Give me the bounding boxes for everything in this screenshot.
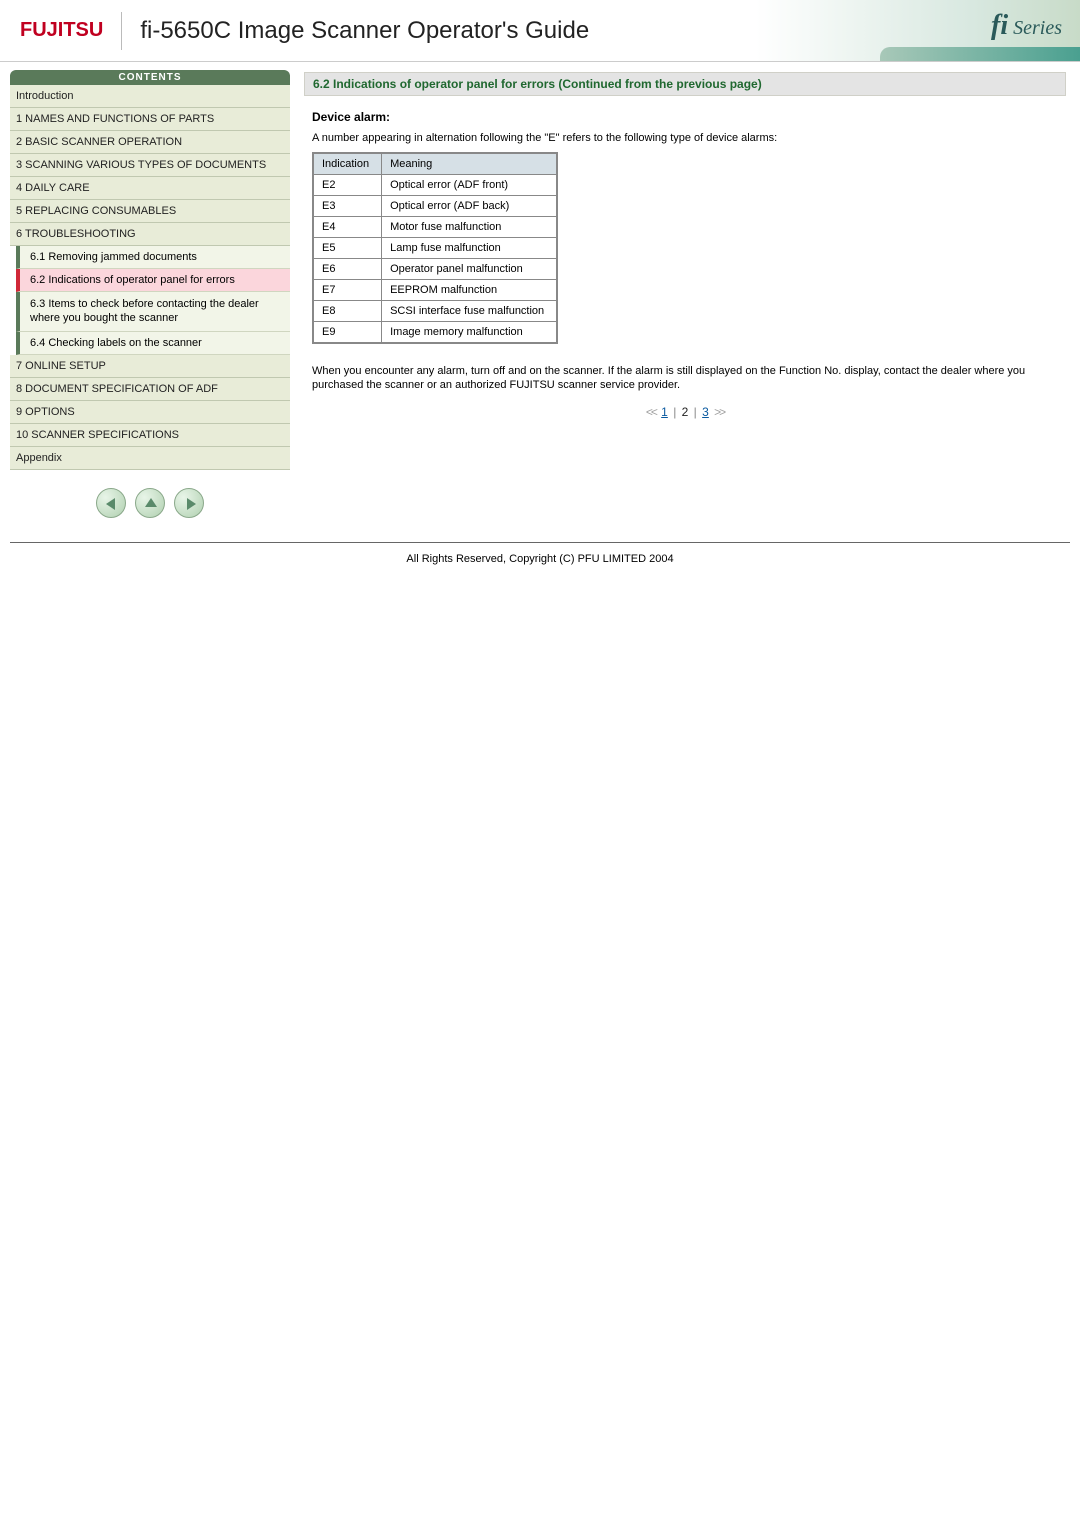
- table-row: E7EEPROM malfunction: [313, 280, 557, 301]
- toc-item-introduction[interactable]: Introduction: [10, 85, 290, 108]
- table-row: E9Image memory malfunction: [313, 322, 557, 344]
- pager-next-icon[interactable]: >>: [714, 405, 724, 419]
- toc-sub-6-3[interactable]: 6.3 Items to check before contacting the…: [16, 292, 290, 332]
- table-row: E5Lamp fuse malfunction: [313, 238, 557, 259]
- nav-next-button[interactable]: [174, 488, 204, 518]
- nav-prev-button[interactable]: [96, 488, 126, 518]
- fi-series-logo: fi Series: [991, 10, 1062, 42]
- toc-sub-6-1[interactable]: 6.1 Removing jammed documents: [16, 246, 290, 269]
- toc-item-appendix[interactable]: Appendix: [10, 447, 290, 470]
- table-row: E4Motor fuse malfunction: [313, 217, 557, 238]
- table-row: E2Optical error (ADF front): [313, 175, 557, 196]
- toc-item-ch9[interactable]: 9 OPTIONS: [10, 401, 290, 424]
- nav-button-row: [10, 470, 290, 542]
- toc-item-ch2[interactable]: 2 BASIC SCANNER OPERATION: [10, 131, 290, 154]
- toc-item-ch10[interactable]: 10 SCANNER SPECIFICATIONS: [10, 424, 290, 447]
- pager-prev-icon[interactable]: <<: [646, 405, 656, 419]
- footer-copyright: All Rights Reserved, Copyright (C) PFU L…: [0, 543, 1080, 575]
- header-accent-bar: [880, 47, 1080, 61]
- subheading-device-alarm: Device alarm:: [312, 110, 1066, 124]
- doc-title: fi-5650C Image Scanner Operator's Guide: [140, 17, 589, 45]
- toc-header: CONTENTS: [10, 70, 290, 85]
- table-header-row: Indication Meaning: [313, 153, 557, 175]
- toc-item-ch8[interactable]: 8 DOCUMENT SPECIFICATION OF ADF: [10, 378, 290, 401]
- note-paragraph: When you encounter any alarm, turn off a…: [312, 364, 1058, 393]
- toc-sub-6-2-active[interactable]: 6.2 Indications of operator panel for er…: [16, 269, 290, 292]
- toc-sub-6-4[interactable]: 6.4 Checking labels on the scanner: [16, 332, 290, 355]
- device-alarm-table: Indication Meaning E2Optical error (ADF …: [312, 152, 558, 344]
- toc-item-ch4[interactable]: 4 DAILY CARE: [10, 177, 290, 200]
- nav-up-button[interactable]: [135, 488, 165, 518]
- table-row: E6Operator panel malfunction: [313, 259, 557, 280]
- page-header: FUJITSU fi-5650C Image Scanner Operator'…: [0, 0, 1080, 62]
- toc-item-ch7[interactable]: 7 ONLINE SETUP: [10, 355, 290, 378]
- header-divider: [121, 12, 122, 50]
- section-heading: 6.2 Indications of operator panel for er…: [304, 72, 1066, 96]
- th-meaning: Meaning: [382, 153, 558, 175]
- toc-item-ch1[interactable]: 1 NAMES AND FUNCTIONS OF PARTS: [10, 108, 290, 131]
- pager-link-1[interactable]: 1: [661, 405, 668, 419]
- lead-paragraph: A number appearing in alternation follow…: [312, 132, 1066, 144]
- table-row: E8SCSI interface fuse malfunction: [313, 301, 557, 322]
- pager-current: 2: [682, 405, 689, 419]
- sidebar: CONTENTS Introduction 1 NAMES AND FUNCTI…: [0, 62, 290, 542]
- table-row: E3Optical error (ADF back): [313, 196, 557, 217]
- toc-item-ch3[interactable]: 3 SCANNING VARIOUS TYPES OF DOCUMENTS: [10, 154, 290, 177]
- pager: << 1 | 2 | 3 >>: [304, 405, 1066, 419]
- pager-link-3[interactable]: 3: [702, 405, 709, 419]
- th-indication: Indication: [313, 153, 382, 175]
- fujitsu-logo: FUJITSU: [20, 19, 103, 42]
- toc-item-ch5[interactable]: 5 REPLACING CONSUMABLES: [10, 200, 290, 223]
- toc-item-ch6[interactable]: 6 TROUBLESHOOTING: [10, 223, 290, 246]
- main-content: 6.2 Indications of operator panel for er…: [290, 62, 1080, 542]
